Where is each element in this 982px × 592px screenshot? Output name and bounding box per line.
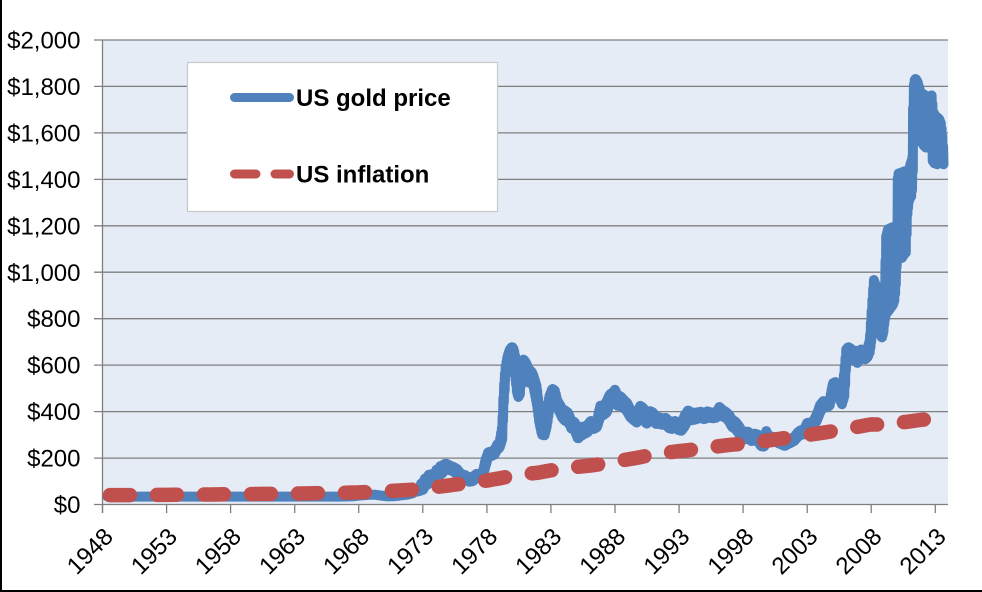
svg-text:$600: $600 <box>27 353 80 380</box>
svg-text:$1,400: $1,400 <box>7 167 80 194</box>
svg-text:US gold price: US gold price <box>296 85 451 112</box>
svg-text:$1,200: $1,200 <box>7 213 80 240</box>
svg-text:$2,000: $2,000 <box>7 28 80 55</box>
svg-text:$400: $400 <box>27 399 80 426</box>
svg-text:$1,800: $1,800 <box>7 74 80 101</box>
svg-text:$1,000: $1,000 <box>7 260 80 287</box>
svg-text:$0: $0 <box>54 492 81 519</box>
svg-text:US inflation: US inflation <box>296 162 429 189</box>
svg-text:$200: $200 <box>27 446 80 473</box>
svg-text:$1,600: $1,600 <box>7 120 80 147</box>
svg-text:$800: $800 <box>27 306 80 333</box>
